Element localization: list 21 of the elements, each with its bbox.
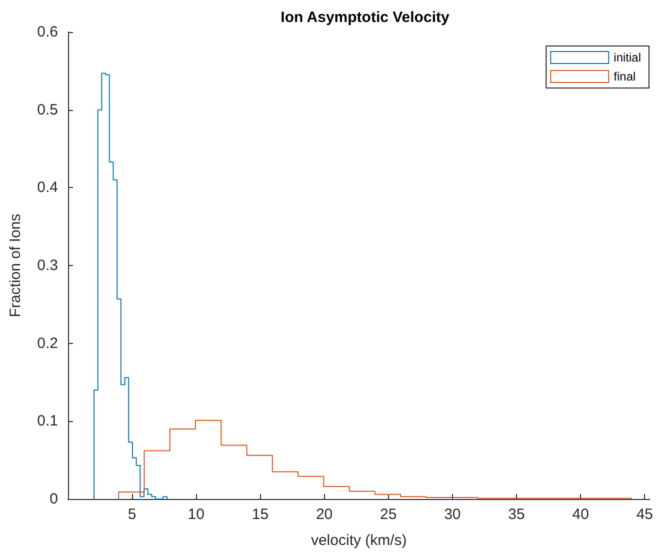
legend-label: final — [614, 70, 636, 84]
x-tick-label: 20 — [316, 506, 333, 523]
y-tick-label: 0.6 — [37, 24, 58, 40]
y-tick-label: 0.1 — [37, 412, 58, 430]
y-tick-label: 0.4 — [37, 179, 58, 196]
chart-title: Ion Asymptotic Velocity — [280, 9, 450, 26]
x-tick-label: 5 — [128, 506, 136, 523]
x-axis-title: velocity (km/s) — [310, 532, 407, 549]
x-tick-label: 15 — [252, 506, 269, 523]
x-tick-label: 45 — [636, 506, 653, 523]
x-tick-label: 10 — [188, 506, 204, 523]
x-tick-label: 40 — [572, 506, 589, 523]
x-tick-label: 30 — [444, 506, 461, 523]
y-tick-label: 0 — [50, 490, 58, 508]
x-tick-label: 35 — [508, 506, 525, 523]
y-tick-label: 0.3 — [37, 257, 58, 274]
legend-label: initial — [614, 50, 642, 64]
y-tick-label: 0.5 — [37, 101, 58, 118]
y-axis-title: Fraction of Ions — [7, 214, 24, 318]
y-tick-label: 0.2 — [37, 334, 58, 352]
x-tick-label: 25 — [380, 506, 397, 523]
